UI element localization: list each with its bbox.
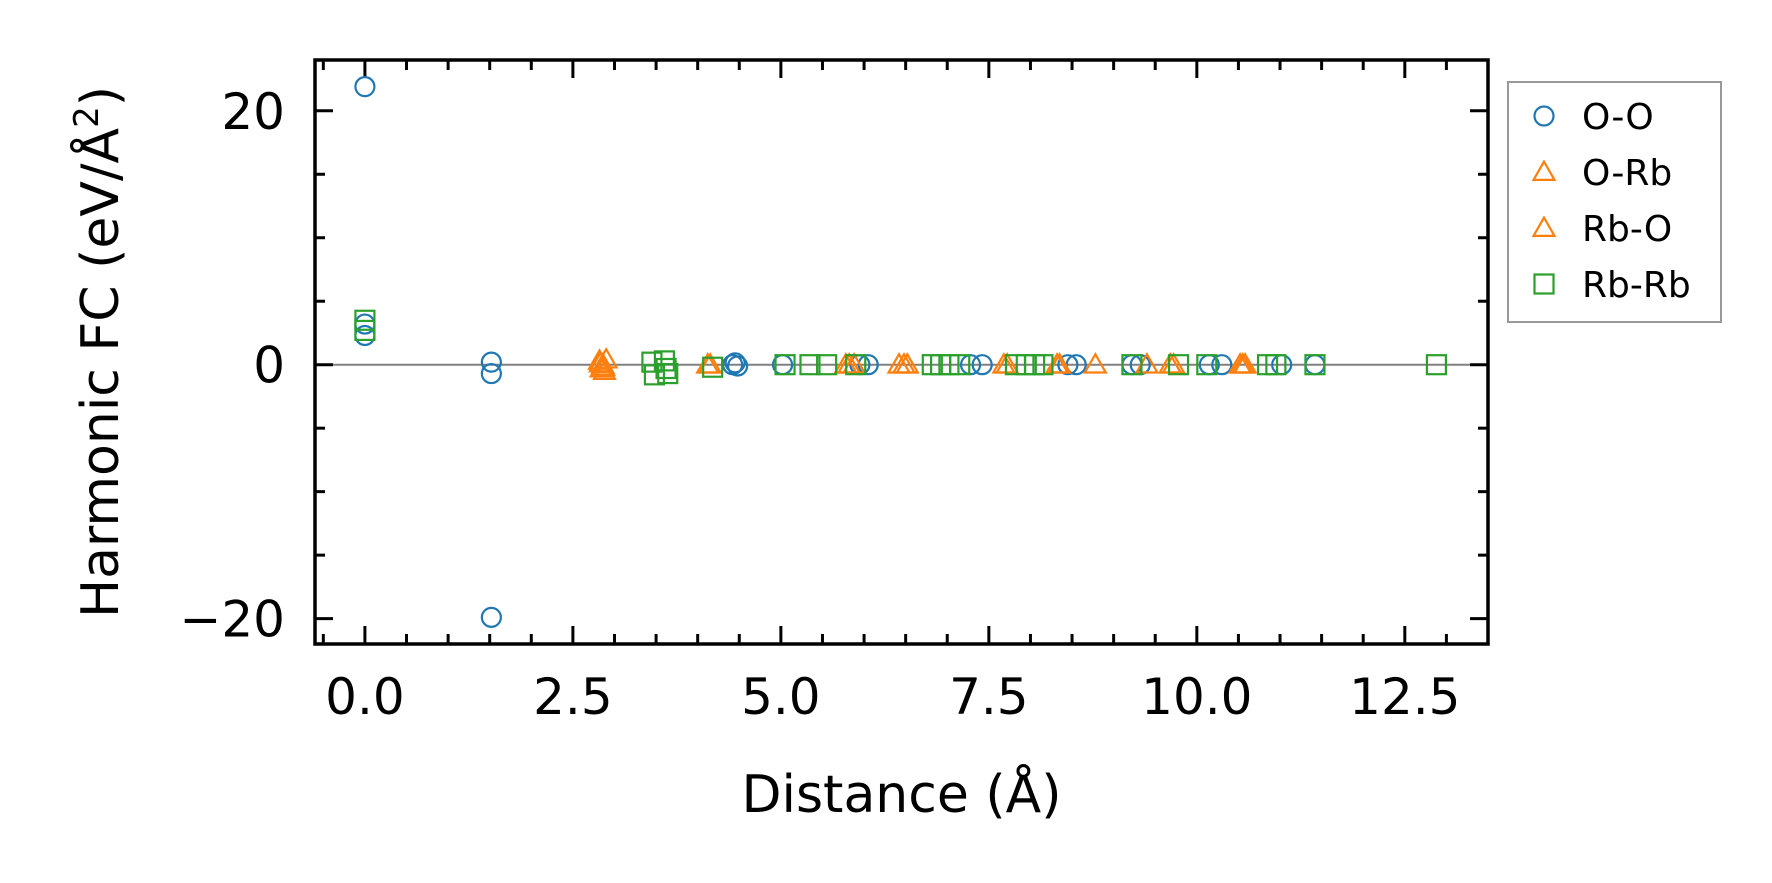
legend-marker xyxy=(1533,105,1555,127)
data-point xyxy=(480,362,502,385)
y-axis-label-base: Harmonic FC (eV/Å xyxy=(69,127,131,618)
x-tick-labels: 0.0 2.5 5.0 7.5 10.0 12.5 xyxy=(325,668,1460,726)
data-points xyxy=(354,76,1448,628)
legend-label: O-O xyxy=(1582,97,1654,138)
data-point xyxy=(480,606,502,628)
legend-marker xyxy=(1531,215,1557,237)
data-point xyxy=(354,319,376,342)
data-point xyxy=(938,354,960,376)
legend: O-O O-Rb Rb-O Rb-Rb xyxy=(1507,81,1722,323)
x-tick-label: 0.0 xyxy=(325,668,405,726)
data-point xyxy=(657,362,679,385)
x-tick-label: 10.0 xyxy=(1141,668,1252,726)
legend-entry: O-Rb xyxy=(1531,153,1672,194)
data-point xyxy=(1211,354,1233,376)
x-tick-label: 2.5 xyxy=(533,668,613,726)
data-point xyxy=(593,346,619,369)
series-rb-o xyxy=(588,350,1255,377)
y-tick-label: 0 xyxy=(253,337,285,395)
legend-label: O-Rb xyxy=(1582,153,1672,194)
data-point xyxy=(591,354,617,377)
plot-frame xyxy=(313,58,1490,646)
data-point xyxy=(653,350,676,372)
data-point xyxy=(655,357,677,380)
y-axis-label: Harmonic FC (eV/Å2) xyxy=(67,86,131,618)
data-point xyxy=(1425,354,1448,376)
data-point xyxy=(1230,352,1255,374)
legend-entry: Rb-O xyxy=(1531,209,1672,250)
data-point xyxy=(799,354,821,376)
data-point xyxy=(1047,352,1072,374)
data-point xyxy=(1167,354,1190,376)
legend-marker xyxy=(1531,159,1557,181)
data-point xyxy=(702,356,724,378)
legend-label: Rb-O xyxy=(1582,209,1672,250)
legend-box xyxy=(1507,81,1722,323)
data-point xyxy=(1057,354,1079,376)
data-point xyxy=(1082,352,1108,374)
data-point xyxy=(697,352,723,374)
y-tick-label: −20 xyxy=(179,591,285,649)
series-o-o xyxy=(354,76,1326,628)
legend-marker xyxy=(1533,273,1555,295)
data-point xyxy=(994,352,1020,374)
data-point xyxy=(480,351,502,373)
data-point xyxy=(774,354,796,376)
data-point xyxy=(1304,354,1326,376)
data-point xyxy=(1196,354,1218,376)
data-point xyxy=(857,354,879,376)
legend-entry: Rb-Rb xyxy=(1533,265,1691,306)
legend-label: Rb-Rb xyxy=(1582,265,1691,306)
data-point xyxy=(1265,354,1287,376)
x-tick-label: 12.5 xyxy=(1349,668,1460,726)
data-point xyxy=(836,352,862,374)
x-tick-label: 7.5 xyxy=(949,668,1029,726)
x-axis-label: Distance (Å) xyxy=(741,763,1061,825)
y-axis-label-end: ) xyxy=(71,86,131,106)
y-axis-label-superscript: 2 xyxy=(67,106,107,128)
data-point xyxy=(816,354,838,376)
data-point xyxy=(1032,354,1054,376)
data-point xyxy=(641,351,663,373)
legend-entry: O-O xyxy=(1533,97,1654,138)
data-point xyxy=(845,354,867,376)
y-tick-label: 20 xyxy=(221,83,285,141)
y-tick-labels: −20 0 20 xyxy=(179,83,285,649)
series-rb-rb xyxy=(354,309,1448,386)
data-point xyxy=(354,76,376,98)
data-point xyxy=(727,355,749,377)
data-point xyxy=(1121,354,1143,376)
data-point xyxy=(891,352,917,374)
legend-items: O-O O-Rb Rb-O Rb-Rb xyxy=(1531,97,1691,306)
x-tick-label: 5.0 xyxy=(741,668,821,726)
data-point xyxy=(724,352,746,374)
data-point xyxy=(949,354,971,376)
data-point xyxy=(971,354,993,376)
data-point xyxy=(959,354,982,376)
